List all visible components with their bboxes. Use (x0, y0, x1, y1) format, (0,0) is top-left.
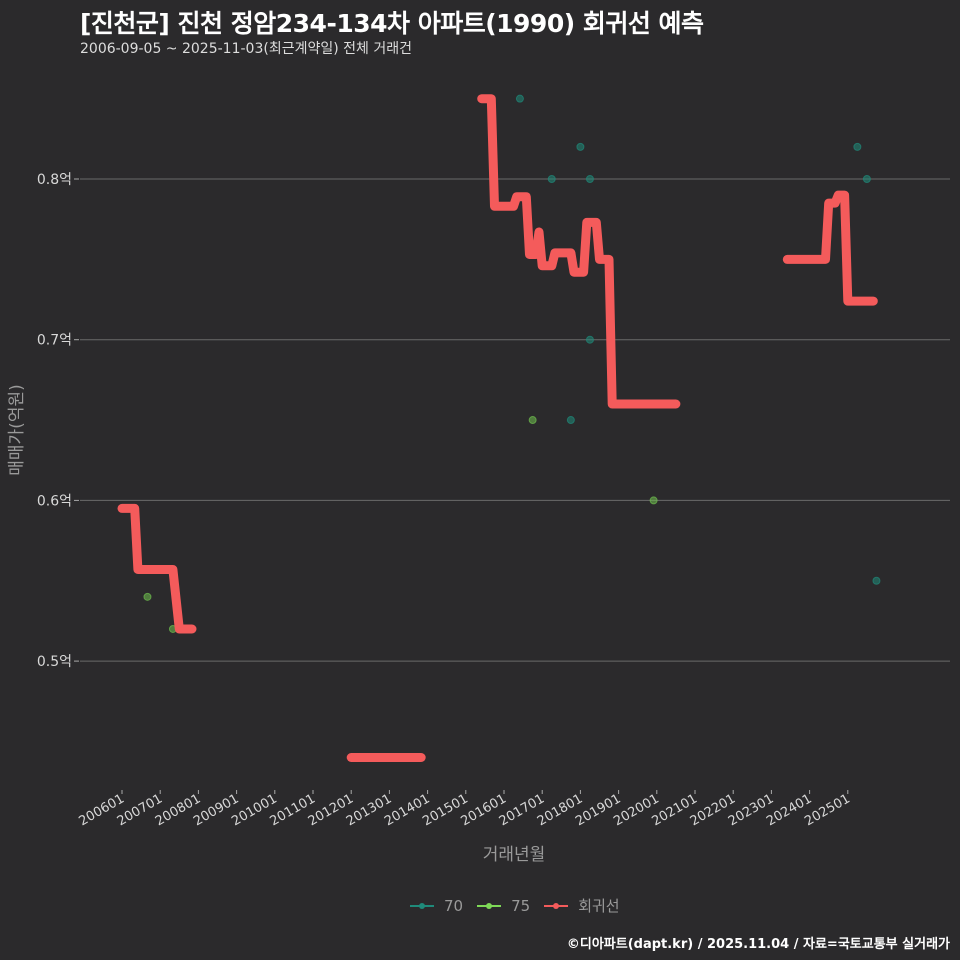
data-point-70 (566, 416, 575, 425)
legend-item-regression[interactable]: 회귀선 (544, 895, 620, 916)
data-point-70 (585, 335, 594, 344)
footer-credit: ©디아파트(dapt.kr) / 2025.11.04 / 자료=국토교통부 실… (566, 937, 950, 952)
gridlines (80, 178, 950, 662)
y-axis-ticks: 0.5억 0.6억 0.7억 0.8억 (37, 172, 79, 670)
legend-label-70: 70 (444, 896, 464, 915)
data-point-70 (576, 142, 585, 151)
x-axis-title: 거래년월 (483, 845, 546, 865)
legend-item-70[interactable]: 70 (410, 897, 463, 915)
data-point-70 (853, 142, 862, 151)
data-point-70 (515, 94, 524, 103)
legend-label-75: 75 (511, 896, 531, 915)
y-tick-label: 0.7억 (37, 333, 72, 349)
regression-segment (782, 190, 878, 306)
regression-line (117, 94, 878, 762)
chart-subtitle: 2006-09-05 ~ 2025-11-03(최근계약일) 전체 거래건 (80, 41, 412, 57)
scatter-points (143, 94, 881, 633)
y-axis-title: 매매가(억원) (7, 384, 27, 475)
y-tick-label: 0.8억 (37, 172, 72, 188)
x-axis-ticks: 2006012007012008012009012010012011012012… (77, 790, 853, 829)
legend-key-75-icon (477, 899, 502, 913)
data-point-75 (528, 416, 537, 425)
data-point-75 (649, 496, 658, 505)
data-point-70 (862, 175, 871, 183)
regression-segment (477, 94, 681, 409)
y-tick-label: 0.6억 (37, 493, 72, 509)
legend-label-regression: 회귀선 (578, 897, 620, 915)
data-point-75 (143, 592, 152, 601)
data-point-70 (872, 576, 881, 585)
data-point-70 (585, 175, 594, 183)
chart-title: [진천군] 진천 정암234-134차 아파트(1990) 회귀선 예측 (80, 9, 704, 38)
y-tick-label: 0.5억 (37, 654, 72, 670)
data-point-70 (547, 175, 556, 183)
legend: 70 75 회귀선 (410, 895, 624, 916)
legend-key-regression-icon (544, 899, 569, 913)
legend-item-75[interactable]: 75 (477, 897, 530, 915)
legend-key-70-icon (410, 899, 434, 913)
regression-segment (117, 503, 197, 634)
